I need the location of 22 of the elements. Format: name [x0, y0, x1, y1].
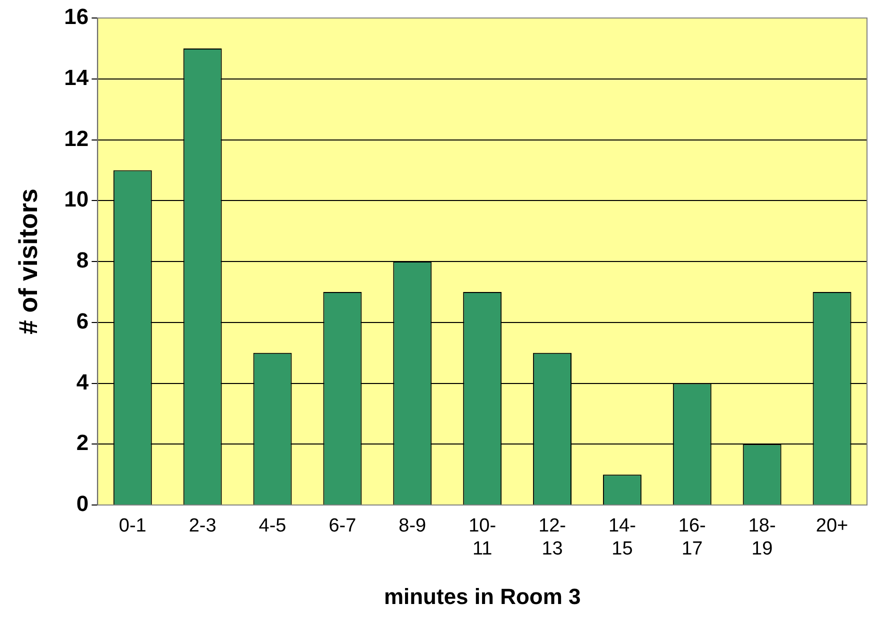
y-tick-label: 0 [76, 491, 89, 516]
x-tick-label: 2-3 [188, 516, 216, 537]
x-tick-label: 12- 13 [538, 516, 566, 560]
x-axis-title: minutes in Room 3 [384, 584, 581, 609]
y-tick-label: 4 [76, 369, 90, 394]
y-tick-label: 16 [64, 4, 89, 30]
x-tick-label: 8-9 [398, 516, 426, 537]
y-tick-label: 8 [76, 248, 89, 273]
x-tick-label: 4-5 [258, 516, 286, 537]
x-tick-label: 20+ [816, 516, 848, 537]
x-tick-label: 0-1 [118, 516, 146, 537]
x-tick-label: 14- 15 [608, 516, 636, 560]
x-tick-label: 18- 19 [748, 516, 776, 560]
y-tick-label: 2 [76, 430, 89, 456]
y-tick-label: 14 [64, 64, 90, 90]
y-tick-label: 10 [64, 186, 89, 212]
x-tick-label: 6-7 [328, 516, 356, 537]
y-tick-label: 6 [76, 308, 89, 334]
y-tick-label: 12 [64, 126, 89, 151]
y-axis-title: # of visitors [12, 188, 43, 334]
x-tick-label: 16- 17 [678, 516, 706, 560]
x-tick-label: 10- 11 [468, 516, 496, 560]
